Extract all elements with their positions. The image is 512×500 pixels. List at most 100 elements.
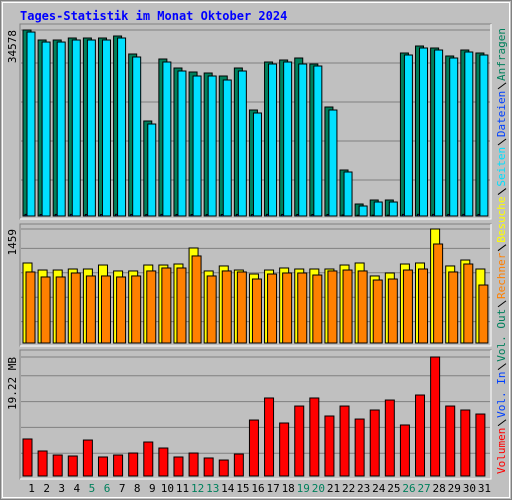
x-tick-label: 31 — [478, 482, 491, 495]
bar — [56, 41, 66, 217]
bar — [324, 415, 335, 477]
panel-highlight — [20, 24, 492, 220]
bar — [70, 272, 81, 344]
bar — [146, 270, 157, 344]
bar — [101, 39, 111, 217]
bar — [402, 269, 413, 344]
bar — [86, 39, 96, 217]
bar — [222, 79, 232, 217]
bar — [203, 457, 214, 477]
x-tick-label: 5 — [89, 482, 96, 495]
bar — [478, 284, 489, 344]
bar — [206, 275, 217, 344]
bar — [131, 275, 142, 344]
bar — [40, 276, 51, 344]
bar — [252, 112, 262, 217]
bar — [358, 205, 368, 217]
bar — [248, 419, 259, 477]
bar — [309, 397, 320, 477]
bar — [158, 447, 169, 477]
bar — [387, 278, 398, 344]
bar — [264, 397, 275, 477]
bar — [192, 75, 202, 217]
bar — [328, 109, 338, 217]
x-tick-label: 28 — [433, 482, 446, 495]
legend-label: Vol. Out — [495, 309, 508, 362]
bar — [373, 201, 383, 217]
x-tick-label: 11 — [176, 482, 189, 495]
x-tick-label: 18 — [282, 482, 295, 495]
bar — [85, 275, 96, 344]
bar — [445, 405, 456, 477]
x-tick-label: 3 — [58, 482, 65, 495]
legend-label: Anfragen — [495, 28, 508, 81]
x-tick-label: 20 — [312, 482, 325, 495]
bar — [297, 272, 308, 344]
bar — [25, 271, 36, 344]
bar — [294, 405, 305, 477]
x-tick-label: 15 — [236, 482, 249, 495]
legend-separator — [497, 300, 507, 308]
x-tick-label: 27 — [417, 482, 430, 495]
legend-separator — [497, 188, 507, 195]
bar — [464, 51, 474, 217]
bar — [221, 270, 232, 344]
x-tick-label: 1 — [28, 482, 35, 495]
legend-separator — [497, 363, 507, 371]
bar — [449, 57, 459, 217]
bar — [463, 263, 474, 344]
legend-label: Besuche — [495, 196, 508, 242]
bar — [268, 63, 278, 217]
bar — [147, 123, 157, 217]
legend-separator — [497, 82, 507, 90]
bar — [342, 269, 353, 344]
bar — [282, 272, 293, 344]
x-tick-label: 2 — [43, 482, 50, 495]
x-tick-label: 8 — [134, 482, 141, 495]
x-tick-label: 17 — [266, 482, 279, 495]
bar — [82, 439, 93, 477]
x-tick-label: 30 — [463, 482, 476, 495]
bar — [339, 405, 350, 477]
bar — [236, 271, 247, 344]
bar — [283, 61, 293, 217]
bar — [218, 459, 229, 477]
bar — [415, 394, 426, 477]
x-tick-label: 21 — [327, 482, 340, 495]
bar — [71, 39, 81, 217]
legend-separator — [497, 138, 507, 146]
y-tick-label: 19.22 MB — [6, 357, 19, 410]
x-tick-label: 14 — [221, 482, 235, 495]
legend-label: Vol. In — [495, 371, 508, 417]
legend-separator — [497, 419, 507, 427]
bar — [313, 65, 323, 217]
x-tick-label: 6 — [104, 482, 111, 495]
bar — [207, 75, 217, 217]
bar — [475, 413, 486, 477]
x-tick-label: 9 — [149, 482, 156, 495]
x-tick-label: 22 — [342, 482, 355, 495]
bar — [41, 41, 51, 217]
bar — [177, 70, 187, 217]
bar — [298, 63, 308, 217]
bar — [55, 276, 66, 344]
bar — [279, 422, 290, 477]
x-tick-label: 23 — [357, 482, 370, 495]
bar — [97, 456, 108, 477]
bar — [369, 409, 380, 477]
bar — [430, 356, 441, 477]
bar — [26, 31, 36, 217]
x-tick-label: 13 — [206, 482, 219, 495]
bar — [434, 49, 444, 217]
bar — [116, 276, 127, 344]
bar — [176, 267, 187, 344]
bar — [237, 70, 247, 217]
bar — [143, 441, 154, 477]
bar — [327, 270, 338, 344]
bar — [162, 61, 172, 217]
bar — [343, 171, 353, 217]
bar — [67, 455, 78, 477]
x-tick-label: 10 — [161, 482, 174, 495]
x-tick-label: 24 — [372, 482, 386, 495]
